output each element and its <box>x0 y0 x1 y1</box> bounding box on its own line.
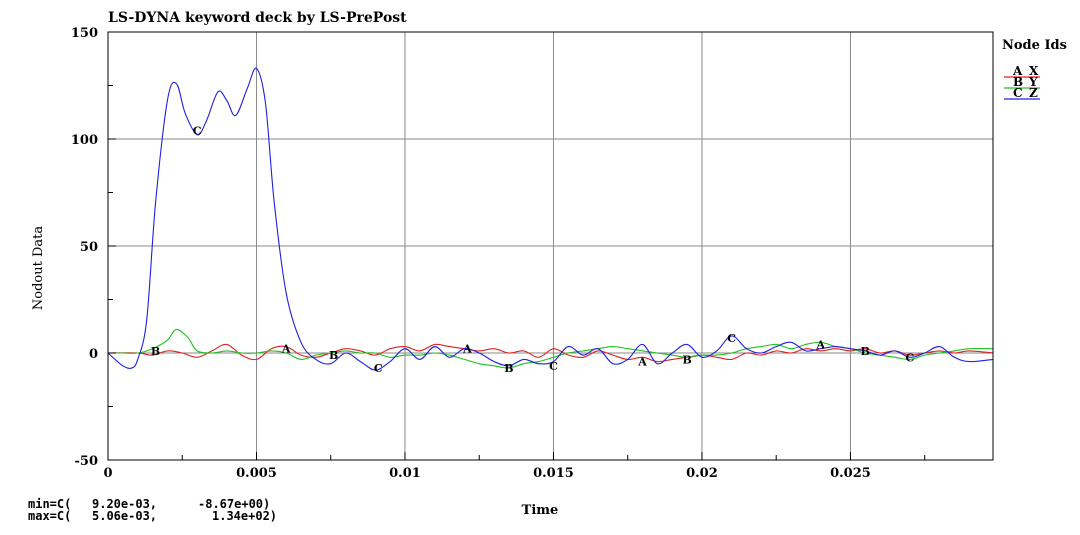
curve-marker-c: C <box>549 360 558 373</box>
curve-marker-a: A <box>815 338 825 351</box>
max-y-value: 1.34e+02) <box>212 509 277 523</box>
max-label: max=C( <box>28 509 71 523</box>
y-tick-label: 150 <box>71 26 98 41</box>
legend: Node Ids A XB YC Z <box>1002 38 1067 100</box>
x-tick-label: 0 <box>103 466 112 481</box>
legend-label: X <box>1029 64 1039 78</box>
y-tick-label: 50 <box>80 240 98 255</box>
x-tick-label: 0.02 <box>686 466 718 481</box>
minmax-readout: min=C( 9.20e-03, -8.67e+00) max=C( 5.06e… <box>28 497 277 523</box>
x-tick-label: 0.015 <box>533 466 574 481</box>
curve-marker-b: B <box>682 353 691 366</box>
curve-marker-a: A <box>462 343 472 356</box>
legend-items: A XB YC Z <box>1004 64 1040 100</box>
curve-marker-c: C <box>374 362 383 375</box>
curve-marker-c: C <box>727 332 736 345</box>
legend-label: Z <box>1029 86 1038 100</box>
legend-letter: C <box>1013 86 1023 100</box>
curve-marker-a: A <box>281 343 291 356</box>
max-x-value: 5.06e-03, <box>92 509 157 523</box>
x-tick-label: 0.01 <box>389 466 421 481</box>
series-lines <box>107 67 994 371</box>
axis-ticks: 0 0.005 0.01 0.015 0.02 0.025 -50 0 50 100 150 <box>71 26 926 481</box>
legend-letter: A <box>1012 64 1023 78</box>
chart-title: LS-DYNA keyword deck by LS-PrePost <box>108 10 407 26</box>
min-x-value: 9.20e-03, <box>92 497 157 511</box>
curve-marker-a: A <box>637 356 647 369</box>
y-axis-label: Nodout Data <box>31 226 46 310</box>
x-axis-label: Time <box>522 503 559 518</box>
y-tick-label: -50 <box>75 454 99 469</box>
curve-marker-c: C <box>905 351 914 364</box>
y-tick-label: 100 <box>71 133 98 148</box>
curve-marker-b: B <box>504 362 513 375</box>
curve-markers: B C A B C A B C A B C A B C <box>151 124 915 375</box>
series-line-z <box>107 67 994 371</box>
legend-title: Node Ids <box>1002 38 1067 53</box>
legend-label: Y <box>1028 75 1038 89</box>
curve-marker-b: B <box>861 345 870 358</box>
x-tick-label: 0.005 <box>236 466 277 481</box>
legend-letter: B <box>1013 75 1023 89</box>
min-y-value: -8.67e+00) <box>198 497 270 511</box>
y-tick-label: 0 <box>89 347 98 362</box>
min-label: min=C( <box>28 497 71 511</box>
curve-marker-b: B <box>329 349 338 362</box>
curve-marker-c: C <box>193 124 202 137</box>
x-tick-label: 0.025 <box>830 466 871 481</box>
curve-marker-b: B <box>151 345 160 358</box>
grid <box>108 32 993 460</box>
